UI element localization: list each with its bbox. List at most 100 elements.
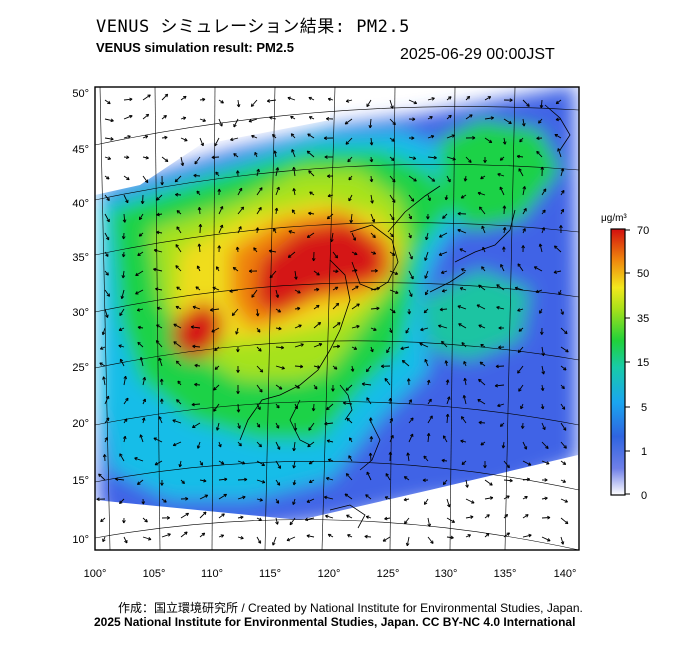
wind-arrow <box>478 421 486 424</box>
colorbar-tick: 35 <box>637 313 649 325</box>
wind-arrow-head <box>159 378 163 382</box>
lat-label: 40° <box>72 198 89 210</box>
wind-arrow-head <box>380 365 385 369</box>
wind-arrow-head <box>459 287 463 291</box>
wind-arrow-head <box>123 236 126 240</box>
wind-arrow-head <box>110 118 114 122</box>
wind-arrow-head <box>376 306 380 309</box>
wind-arrow-head <box>287 97 291 101</box>
wind-arrow <box>446 156 456 161</box>
wind-arrow <box>269 116 277 120</box>
wind-arrow <box>140 357 144 367</box>
wind-arrow-head <box>269 116 273 120</box>
wind-arrow-head <box>308 212 312 216</box>
wind-arrow <box>425 232 429 240</box>
wind-arrow <box>348 455 353 462</box>
wind-arrow-head <box>297 385 300 389</box>
wind-arrow-head <box>260 443 262 447</box>
map-frame <box>94 86 580 551</box>
wind-arrow <box>256 168 260 177</box>
wind-arrow-head <box>384 496 388 500</box>
wind-arrow <box>423 455 429 462</box>
wind-arrow-head <box>563 461 567 465</box>
wind-arrow-head <box>539 311 543 314</box>
wind-arrow-head <box>410 433 413 437</box>
wind-arrow <box>275 365 285 370</box>
wind-arrow-head <box>563 479 566 483</box>
wind-arrow <box>427 398 432 405</box>
wind-arrow <box>366 471 372 481</box>
wind-arrow-head <box>191 404 195 407</box>
wind-arrow-head <box>123 520 126 524</box>
wind-arrow-head <box>352 368 355 372</box>
wind-arrow-head <box>461 268 464 272</box>
wind-arrow <box>308 170 315 177</box>
wind-arrow <box>142 536 152 540</box>
lon-label: 120° <box>318 568 341 580</box>
wind-arrow <box>104 454 106 462</box>
wind-arrow-head <box>457 213 461 216</box>
wind-arrow-head <box>137 483 141 485</box>
wind-arrow-head <box>98 473 100 477</box>
wind-arrow-head <box>404 522 408 525</box>
wind-arrow-head <box>410 417 414 420</box>
wind-arrow-head <box>102 539 106 543</box>
wind-arrow <box>459 248 467 253</box>
wind-arrow <box>199 494 208 500</box>
wind-arrow <box>287 97 296 101</box>
wind-arrow <box>198 243 201 253</box>
wind-arrow-head <box>346 101 350 103</box>
colorbar-unit: μg/m³ <box>601 213 627 224</box>
wind-arrow <box>424 251 429 261</box>
wind-arrow <box>534 266 543 272</box>
wind-arrow <box>237 226 242 234</box>
wind-arrow-head <box>411 136 415 139</box>
wind-arrow <box>104 232 110 241</box>
wind-arrow-head <box>278 309 281 313</box>
wind-arrow-head <box>233 124 237 128</box>
wind-arrow <box>477 192 486 196</box>
longitude-labels: 100° 105° 110° 115° 120° 125° 130° 135° … <box>84 568 577 580</box>
wind-arrow <box>119 453 125 462</box>
wind-arrow-head <box>156 307 160 311</box>
wind-arrow-head <box>313 258 316 262</box>
wind-arrow-head <box>126 155 130 158</box>
wind-arrow <box>256 207 262 215</box>
wind-arrow <box>536 150 543 158</box>
wind-arrow <box>192 422 201 428</box>
wind-arrow <box>518 384 524 392</box>
wind-arrow <box>503 479 513 482</box>
wind-arrow-head <box>408 311 412 315</box>
wind-arrow <box>306 535 315 538</box>
wind-arrow-head <box>102 376 104 380</box>
wind-arrow <box>461 416 467 424</box>
wind-arrow <box>503 205 505 215</box>
wind-arrow-head <box>127 176 130 180</box>
wind-arrow-head <box>509 478 513 482</box>
wind-arrow <box>407 452 410 462</box>
wind-arrow <box>344 118 353 125</box>
wind-arrow-head <box>522 228 526 231</box>
wind-arrow-head <box>300 343 304 345</box>
wind-arrow <box>478 378 486 386</box>
wind-arrow <box>275 167 279 177</box>
wind-arrow-head <box>490 139 493 143</box>
wind-arrow-head <box>566 520 569 524</box>
wind-arrow <box>554 134 562 139</box>
wind-arrow-head <box>104 437 108 440</box>
wind-arrow-head <box>389 418 393 421</box>
wind-arrow-head <box>528 103 530 107</box>
wind-arrow <box>193 174 201 177</box>
wind-arrow <box>370 287 380 291</box>
wind-arrow <box>557 148 562 158</box>
wind-arrow-head <box>523 123 526 127</box>
wind-arrow <box>439 232 448 238</box>
wind-arrow-head <box>308 170 310 174</box>
wind-arrow-head <box>216 427 220 431</box>
wind-arrow <box>137 341 144 348</box>
wind-arrow <box>313 270 320 276</box>
wind-arrow <box>123 194 129 203</box>
lat-label: 20° <box>72 418 89 430</box>
wind-arrow-head <box>327 175 331 178</box>
wind-arrow <box>541 384 544 391</box>
